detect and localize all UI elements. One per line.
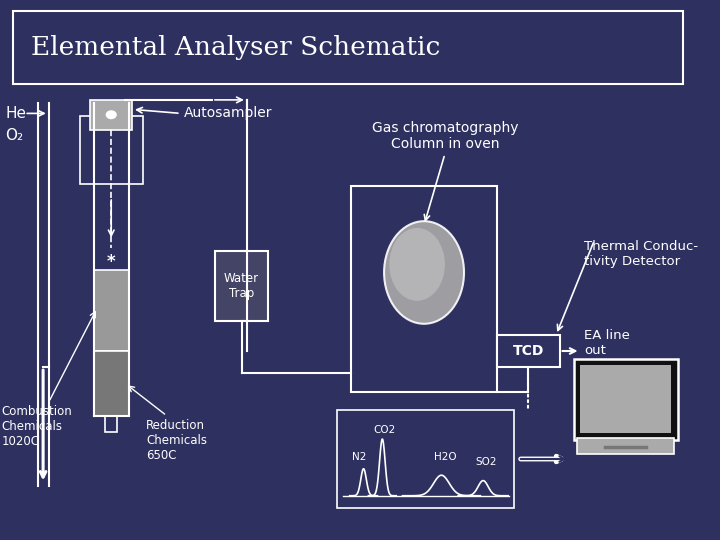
- FancyBboxPatch shape: [497, 335, 559, 367]
- Text: He: He: [6, 106, 27, 121]
- Text: Combustion
Chemicals
1020C: Combustion Chemicals 1020C: [1, 405, 72, 448]
- Text: CO2: CO2: [373, 425, 395, 435]
- Text: O₂: O₂: [6, 127, 24, 143]
- Bar: [94, 270, 129, 351]
- FancyBboxPatch shape: [12, 11, 683, 84]
- Text: Autosampler: Autosampler: [184, 106, 273, 120]
- FancyBboxPatch shape: [215, 251, 268, 321]
- Text: SO2: SO2: [476, 457, 498, 468]
- Text: N2: N2: [352, 452, 366, 462]
- Ellipse shape: [390, 228, 445, 301]
- Text: H2O: H2O: [433, 452, 456, 462]
- Circle shape: [107, 111, 116, 118]
- Text: Gas chromatography
Column in oven: Gas chromatography Column in oven: [372, 121, 518, 151]
- FancyBboxPatch shape: [80, 116, 143, 184]
- Text: *: *: [107, 253, 115, 271]
- FancyBboxPatch shape: [337, 410, 514, 508]
- Text: EA line
out: EA line out: [584, 329, 630, 357]
- Text: Water
Trap: Water Trap: [224, 272, 259, 300]
- Bar: [577, 438, 675, 454]
- FancyBboxPatch shape: [351, 186, 497, 392]
- FancyBboxPatch shape: [574, 359, 678, 440]
- Bar: [105, 416, 117, 432]
- Text: Elemental Analyser Schematic: Elemental Analyser Schematic: [31, 35, 441, 60]
- Bar: [94, 351, 129, 416]
- Text: TCD: TCD: [513, 344, 544, 358]
- Bar: [91, 100, 132, 130]
- Ellipse shape: [384, 221, 464, 324]
- Bar: [580, 364, 671, 433]
- Text: Reduction
Chemicals
650C: Reduction Chemicals 650C: [146, 418, 207, 462]
- Text: Thermal Conduc-
tivity Detector: Thermal Conduc- tivity Detector: [584, 240, 698, 268]
